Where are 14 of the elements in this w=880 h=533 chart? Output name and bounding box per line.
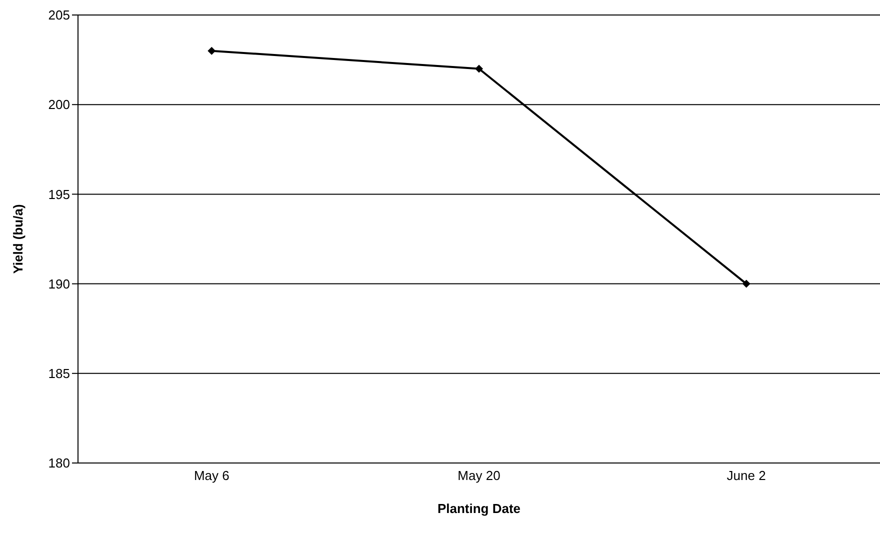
y-tick-label: 185 [48,366,70,382]
y-axis-title: Yield (bu/a) [10,204,26,274]
y-tick-label: 190 [48,276,70,292]
y-tick-label: 180 [48,456,70,471]
point [475,64,483,73]
y-tick-label: 205 [48,8,70,23]
x-axis-title: Planting Date [437,501,521,516]
x-tick-label: June 2 [726,468,766,484]
x-tick-label: May 6 [194,468,230,484]
point [742,280,750,288]
y-tick-label: 200 [48,97,70,112]
x-tick-label: May 20 [458,468,500,484]
point [208,46,216,55]
y-tick-label: 195 [48,186,70,202]
